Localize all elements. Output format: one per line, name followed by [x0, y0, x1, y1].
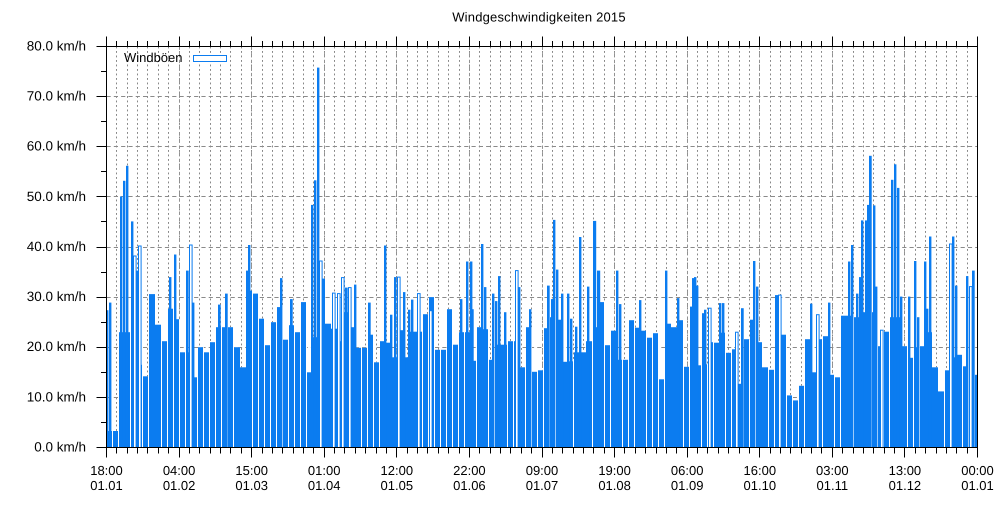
svg-text:09:00: 09:00	[526, 463, 559, 478]
svg-text:0.0 km/h: 0.0 km/h	[34, 439, 86, 454]
svg-text:Windböen: Windböen	[124, 50, 183, 65]
svg-text:10.0 km/h: 10.0 km/h	[27, 389, 86, 404]
svg-text:01.08: 01.08	[598, 478, 631, 493]
svg-text:01.01: 01.01	[90, 478, 123, 493]
svg-text:01.06: 01.06	[453, 478, 486, 493]
svg-text:03:00: 03:00	[816, 463, 849, 478]
svg-text:22:00: 22:00	[453, 463, 486, 478]
svg-text:00:00: 00:00	[961, 463, 994, 478]
svg-text:12:00: 12:00	[381, 463, 414, 478]
svg-text:15:00: 15:00	[235, 463, 268, 478]
svg-text:70.0 km/h: 70.0 km/h	[27, 89, 86, 104]
svg-text:01.03: 01.03	[235, 478, 268, 493]
svg-text:19:00: 19:00	[598, 463, 631, 478]
svg-text:30.0 km/h: 30.0 km/h	[27, 289, 86, 304]
svg-text:01.02: 01.02	[163, 478, 196, 493]
svg-text:60.0 km/h: 60.0 km/h	[27, 139, 86, 154]
svg-text:01:00: 01:00	[308, 463, 341, 478]
svg-text:40.0 km/h: 40.0 km/h	[27, 239, 86, 254]
svg-text:01.01: 01.01	[961, 478, 994, 493]
svg-text:01.12: 01.12	[889, 478, 922, 493]
svg-text:50.0 km/h: 50.0 km/h	[27, 189, 86, 204]
svg-text:20.0 km/h: 20.0 km/h	[27, 339, 86, 354]
svg-text:01.04: 01.04	[308, 478, 341, 493]
svg-text:01.11: 01.11	[817, 478, 849, 493]
svg-text:80.0 km/h: 80.0 km/h	[27, 38, 86, 53]
svg-text:01.07: 01.07	[526, 478, 559, 493]
svg-text:01.09: 01.09	[671, 478, 704, 493]
svg-text:01.10: 01.10	[744, 478, 777, 493]
svg-text:04:00: 04:00	[163, 463, 196, 478]
svg-text:06:00: 06:00	[671, 463, 704, 478]
svg-text:Windgeschwindigkeiten 2015: Windgeschwindigkeiten 2015	[452, 10, 626, 25]
svg-text:16:00: 16:00	[744, 463, 777, 478]
svg-text:13:00: 13:00	[889, 463, 922, 478]
svg-text:18:00: 18:00	[90, 463, 123, 478]
svg-text:01.05: 01.05	[381, 478, 414, 493]
